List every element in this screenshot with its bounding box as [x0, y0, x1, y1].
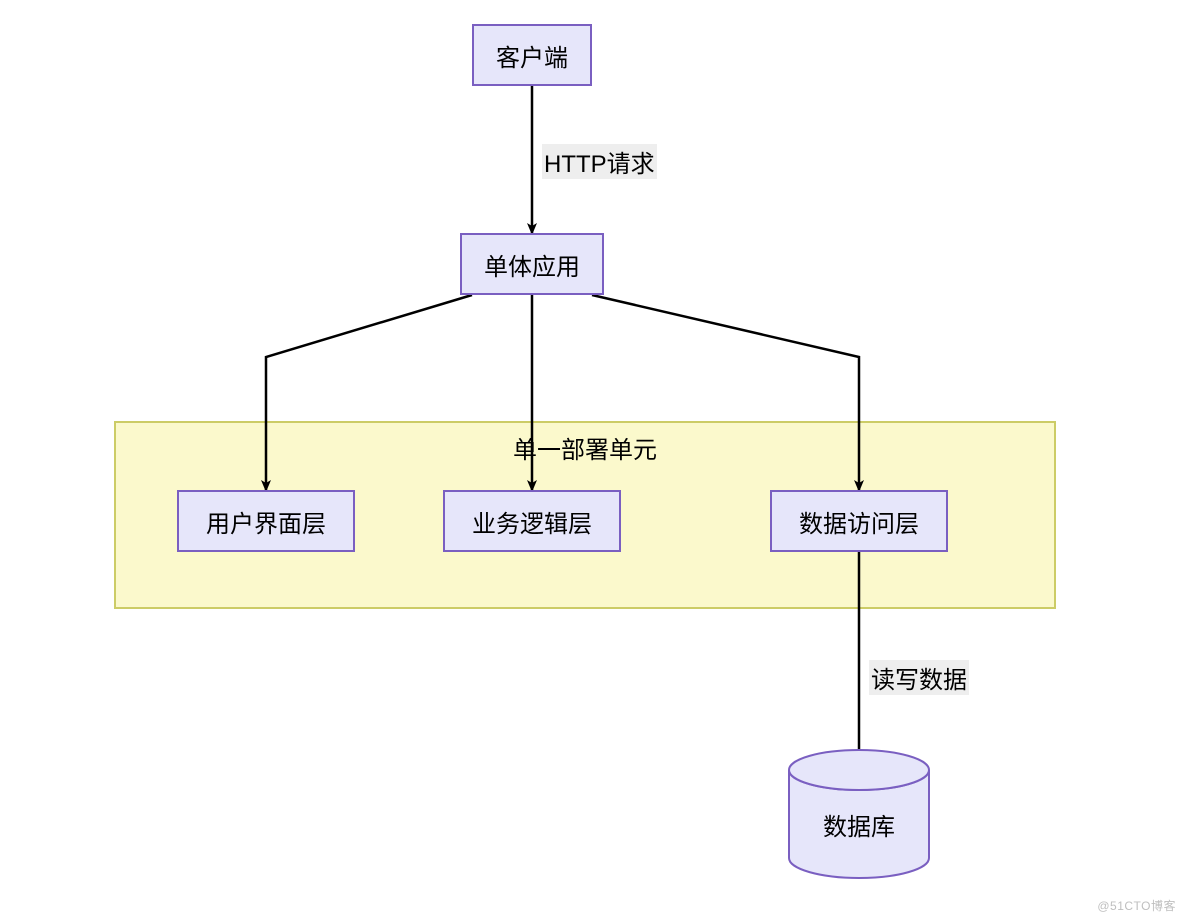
node-logic-label: 业务逻辑层 — [472, 504, 592, 539]
node-client: 客户端 — [472, 24, 592, 86]
node-client-label: 客户端 — [496, 38, 568, 73]
node-data-label: 数据访问层 — [799, 504, 919, 539]
node-monolith-label: 单体应用 — [484, 247, 580, 282]
node-monolith: 单体应用 — [460, 233, 604, 295]
node-logic-layer: 业务逻辑层 — [443, 490, 621, 552]
node-ui-label: 用户界面层 — [206, 504, 326, 539]
node-database-label: 数据库 — [789, 806, 929, 842]
diagram-canvas: 单一部署单元 客户端 单体应用 用户界面层 业务逻辑层 数据访问层 数据库 HT… — [0, 0, 1184, 920]
node-ui-layer: 用户界面层 — [177, 490, 355, 552]
deploy-unit-title: 单一部署单元 — [495, 430, 675, 465]
edge-label-read-write: 读写数据 — [869, 660, 969, 695]
node-data-layer: 数据访问层 — [770, 490, 948, 552]
edge-label-http-request: HTTP请求 — [542, 144, 657, 179]
watermark: @51CTO博客 — [1097, 897, 1176, 914]
